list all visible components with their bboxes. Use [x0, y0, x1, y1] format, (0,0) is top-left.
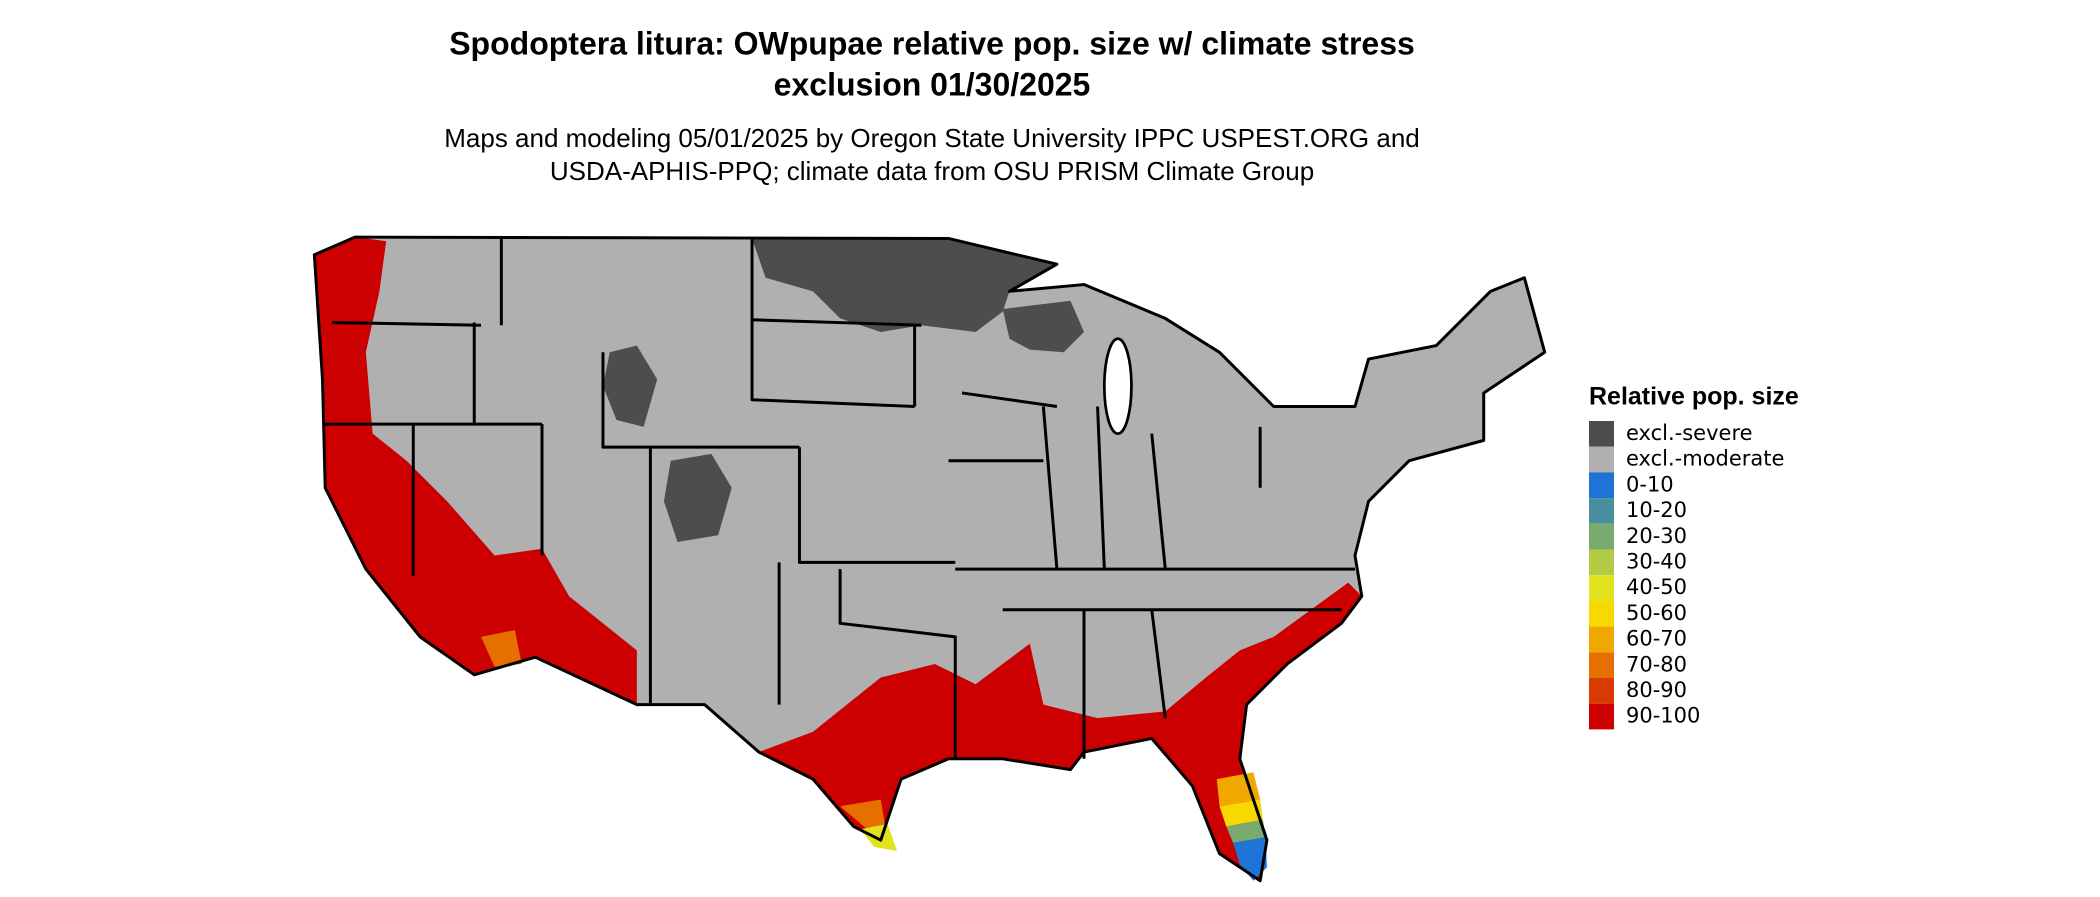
lake	[1102, 337, 1133, 435]
legend-title: Relative pop. size	[1589, 383, 1799, 411]
legend-label: 60-70	[1626, 627, 1687, 651]
map	[312, 235, 1547, 883]
legend-swatch	[1589, 523, 1614, 550]
florida-band	[1219, 799, 1263, 827]
legend-swatch	[1589, 652, 1614, 678]
florida-band	[1216, 772, 1261, 807]
subtitle-line: Maps and modeling 05/01/2025 by Oregon S…	[444, 123, 1420, 153]
legend-label: 90-100	[1626, 704, 1700, 728]
excl-severe-area	[1002, 300, 1084, 353]
legend-label: 40-50	[1626, 575, 1687, 599]
title-line: exclusion 01/30/2025	[774, 66, 1091, 102]
warm-area	[481, 630, 522, 667]
legend-swatch	[1589, 626, 1614, 653]
excl-severe-area	[663, 453, 732, 542]
legend-swatch	[1589, 472, 1614, 499]
legend-swatch	[1589, 446, 1614, 473]
warm-area	[860, 823, 898, 851]
legend-label: 10-20	[1626, 498, 1687, 522]
legend-label: 50-60	[1626, 601, 1687, 625]
legend-swatch	[1589, 600, 1614, 627]
subtitle-line: USDA-APHIS-PPQ; climate data from OSU PR…	[550, 156, 1314, 186]
state-borders	[312, 235, 1547, 883]
legend-label: 0-10	[1626, 472, 1674, 496]
title-line: Spodoptera litura: OWpupae relative pop.…	[449, 25, 1415, 61]
excl-severe-area	[752, 238, 1057, 332]
legend-label: excl.-moderate	[1626, 447, 1784, 471]
legend-label: 80-90	[1626, 678, 1687, 702]
legend-label: excl.-severe	[1626, 421, 1753, 445]
legend: excl.-severeexcl.-moderate0-1010-2020-30…	[1589, 421, 1784, 730]
legend-swatch	[1589, 703, 1614, 730]
legend-swatch	[1589, 575, 1614, 601]
legend-label: 70-80	[1626, 652, 1687, 676]
red-area	[314, 237, 637, 705]
florida-band	[1226, 819, 1266, 843]
legend-label: 30-40	[1626, 550, 1687, 574]
red-area	[758, 582, 1362, 881]
legend-swatch	[1589, 421, 1614, 447]
excl-severe-area	[602, 345, 658, 427]
legend-swatch	[1589, 678, 1614, 704]
legend-swatch	[1589, 549, 1614, 576]
legend-swatch	[1589, 498, 1614, 524]
florida-band	[1233, 837, 1267, 881]
legend-label: 20-30	[1626, 524, 1687, 548]
